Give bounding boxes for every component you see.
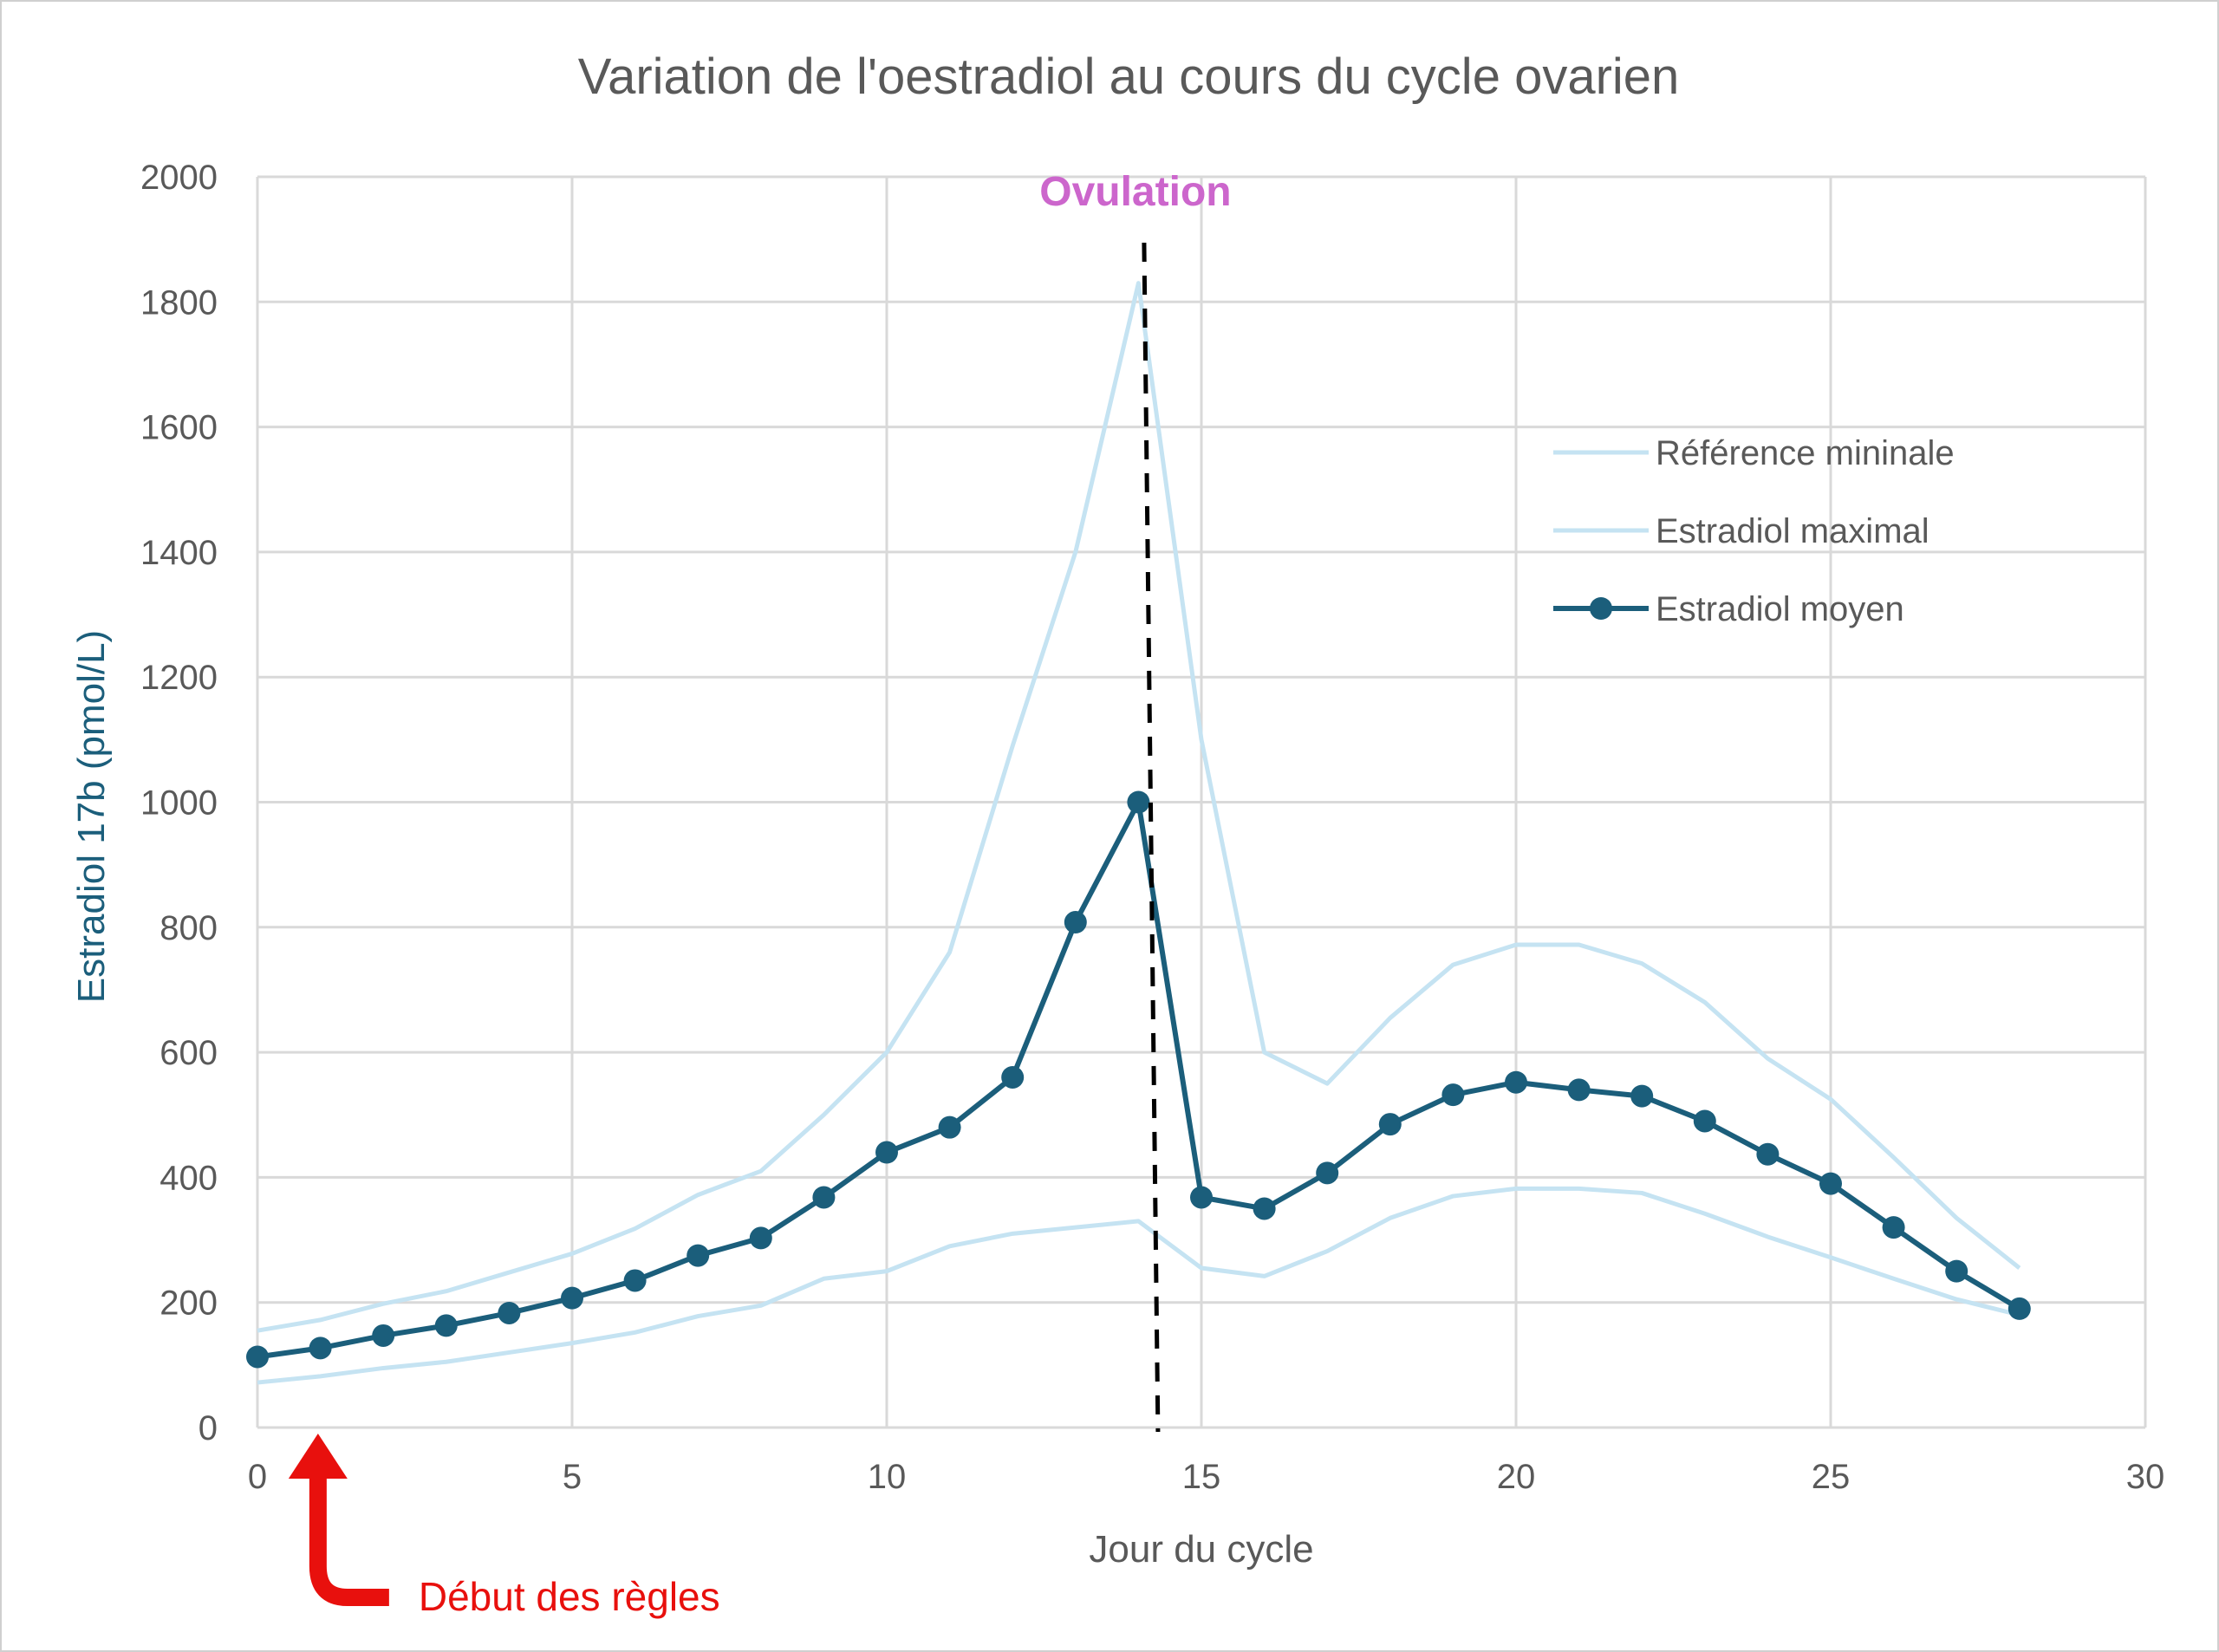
data-point [1253,1197,1276,1220]
data-point [372,1324,395,1347]
data-point [1127,790,1150,814]
data-point [1945,1259,1968,1283]
ovulation-label: Ovulation [1039,169,1231,215]
legend-marker [1590,597,1612,620]
data-point [1630,1084,1654,1108]
period-start-arrow-head [288,1434,348,1479]
grid-layer: 0 200 400 600 800 1000 1200 1400 1600 1800 2000 0 5 1… [140,159,2164,1496]
x-tick-label: 30 [2126,1458,2165,1496]
data-point [875,1141,898,1164]
series-line-1 [257,1186,2021,1385]
data-point [1756,1142,1780,1166]
data-point [498,1301,521,1324]
y-tick-label: 1000 [140,784,218,823]
period-start-label: Début des règles [419,1574,720,1619]
data-point [246,1345,269,1369]
data-point [938,1115,961,1139]
x-tick-label: 25 [1812,1458,1851,1496]
data-point [1190,1186,1213,1209]
y-tick-label: 200 [159,1285,218,1323]
data-point [434,1314,458,1337]
data-point [1819,1172,1842,1195]
data-point [1064,911,1087,934]
x-tick-label: 5 [563,1458,582,1496]
x-tick-label: 15 [1182,1458,1221,1496]
data-point [1505,1070,1527,1094]
x-tick-label: 0 [248,1458,267,1496]
legend-label: Référence mininale [1656,434,1955,472]
data-point [1378,1113,1402,1136]
data-point [1441,1083,1465,1107]
ovulation-line [1142,242,1161,1433]
x-axis-label: Jour du cycle [1089,1528,1313,1571]
series-line-2 [257,281,2021,1333]
y-tick-label: 800 [159,909,218,947]
data-point [623,1269,647,1292]
annotation-layer: Ovulation Début des règles [288,169,1232,1619]
y-tick-label: 600 [159,1034,218,1072]
y-tick-label: 1600 [140,409,218,447]
legend-label: Estradiol moyen [1656,590,1904,628]
data-point [561,1286,583,1310]
x-tick-label: 10 [868,1458,907,1496]
y-axis-label: Estradiol 17b (pmol/L) [70,630,113,1003]
y-tick-label: 1400 [140,534,218,572]
period-start-arrow-shaft [309,1475,389,1606]
series-line-3 [257,799,2021,1360]
data-point [2008,1297,2031,1320]
data-point [309,1337,332,1360]
legend-label: Estradiol maximal [1656,512,1929,550]
data-point [1882,1216,1905,1239]
y-tick-label: 400 [159,1159,218,1197]
data-point [812,1186,836,1209]
y-tick-label: 1200 [140,659,218,697]
data-point [1693,1109,1716,1133]
data-point [749,1226,772,1250]
data-point [687,1244,710,1267]
data-point [1567,1078,1591,1102]
y-tick-label: 2000 [140,159,218,197]
series-layer [246,281,2031,1385]
y-tick-label: 0 [198,1409,218,1447]
legend: Référence mininale Estradiol maximal Estra… [1553,434,1955,628]
data-point [1001,1065,1025,1089]
data-point [1316,1161,1339,1185]
x-tick-label: 20 [1497,1458,1536,1496]
y-tick-label: 1800 [140,283,218,322]
chart-title: Variation de l'oestradiol au cours du cy… [578,49,1680,105]
